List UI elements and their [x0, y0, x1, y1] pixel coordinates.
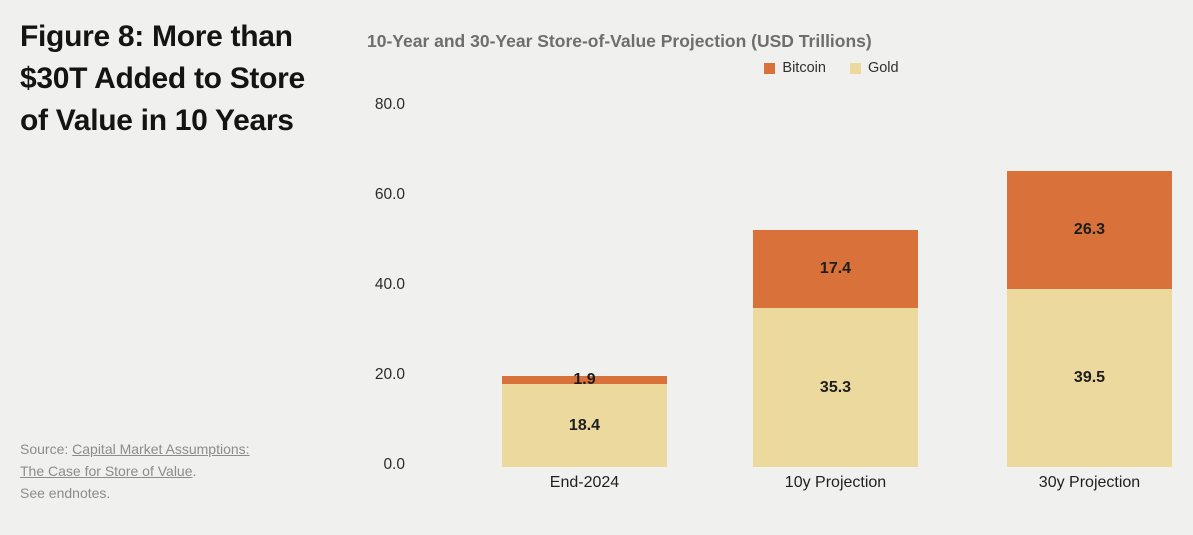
y-axis-tick: 0.0 — [383, 456, 405, 473]
bar-30y-projection: 26.3 39.5 — [1007, 170, 1172, 467]
source-endnote: See endnotes. — [20, 485, 111, 501]
y-axis-tick: 60.0 — [374, 186, 405, 203]
bar-segment-bitcoin-end-2024: 1.9 — [502, 371, 667, 388]
value-label: 18.4 — [568, 416, 601, 434]
y-axis-tick: 40.0 — [374, 276, 405, 293]
source-link[interactable]: Capital Market Assumptions: The Case for… — [20, 441, 250, 479]
legend-label: Gold — [867, 60, 899, 76]
legend-swatch-bitcoin-icon — [764, 62, 776, 74]
x-axis-label: 10y Projection — [784, 474, 887, 491]
bar-segment-gold-10y-projection: 35.3 — [753, 308, 918, 467]
source-suffix: . — [192, 463, 197, 479]
source-prefix: Source: — [20, 441, 73, 457]
value-label: 35.3 — [819, 378, 852, 396]
chart-title: 10-Year and 30-Year Store-of-Value Proje… — [367, 31, 872, 51]
chart-legend: Bitcoin Gold — [450, 60, 1193, 76]
bar-segment-bitcoin-10y-projection: 17.4 — [753, 229, 918, 309]
y-axis-tick: 80.0 — [374, 96, 405, 113]
source-note: Source: Capital Market Assumptions: The … — [20, 438, 274, 504]
legend-item-gold: Gold — [849, 60, 899, 76]
bar-end-2024: 1.9 18.4 — [502, 371, 667, 467]
bar-segment-gold-30y-projection: 39.5 — [1007, 289, 1172, 467]
legend-label: Bitcoin — [782, 60, 826, 76]
bar-10y-projection: 17.4 35.3 — [753, 229, 918, 467]
value-label: 17.4 — [819, 260, 852, 277]
bar-segment-gold-end-2024: 18.4 — [502, 384, 667, 467]
x-axis-label: 30y Projection — [1038, 474, 1141, 491]
figure-title: Figure 8: More than $30T Added to Store … — [20, 20, 305, 137]
y-axis: 80.0 60.0 40.0 20.0 0.0 — [340, 96, 405, 476]
value-label: 1.9 — [573, 370, 596, 388]
x-axis-label: End-2024 — [549, 474, 620, 491]
legend-swatch-gold-icon — [849, 62, 861, 74]
legend-item-bitcoin: Bitcoin — [764, 60, 826, 76]
y-axis-tick: 20.0 — [374, 366, 405, 383]
value-label: 26.3 — [1073, 221, 1106, 239]
bar-segment-bitcoin-30y-projection: 26.3 — [1007, 170, 1172, 290]
value-label: 39.5 — [1073, 369, 1106, 387]
